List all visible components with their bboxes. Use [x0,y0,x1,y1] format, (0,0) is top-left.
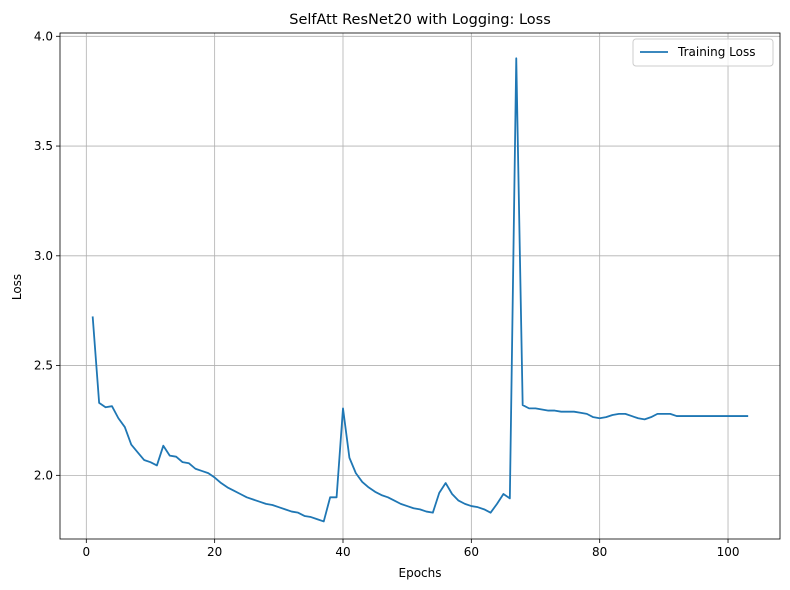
grid-lines [60,33,780,539]
series-line-training-loss [91,57,749,523]
legend-box [632,38,774,67]
y-axis-title: Loss [10,274,24,300]
y-tick-label: 2.5 [34,359,53,373]
plot-frame [59,32,781,540]
legend-label-training-loss: Training Loss [677,45,755,59]
x-tick-label: 20 [207,545,222,559]
x-tick-label: 40 [335,545,350,559]
y-tick-label: 3.5 [34,139,53,153]
x-tick-label: 100 [717,545,740,559]
legend: Training Loss [632,38,774,67]
x-axis-title: Epochs [399,566,442,580]
x-tick-label: 60 [464,545,479,559]
y-tick-label: 4.0 [34,29,53,43]
y-tick-label: 2.0 [34,468,53,482]
series-layer [91,57,749,523]
y-tick-label: 3.0 [34,249,53,263]
y-axis: 2.0 2.5 3.0 3.5 4.0 [34,29,60,482]
chart-title: SelfAtt ResNet20 with Logging: Loss [289,12,551,28]
x-axis: 0 20 40 60 80 100 [82,539,739,559]
x-tick-label: 80 [592,545,607,559]
x-tick-label: 0 [82,545,90,559]
